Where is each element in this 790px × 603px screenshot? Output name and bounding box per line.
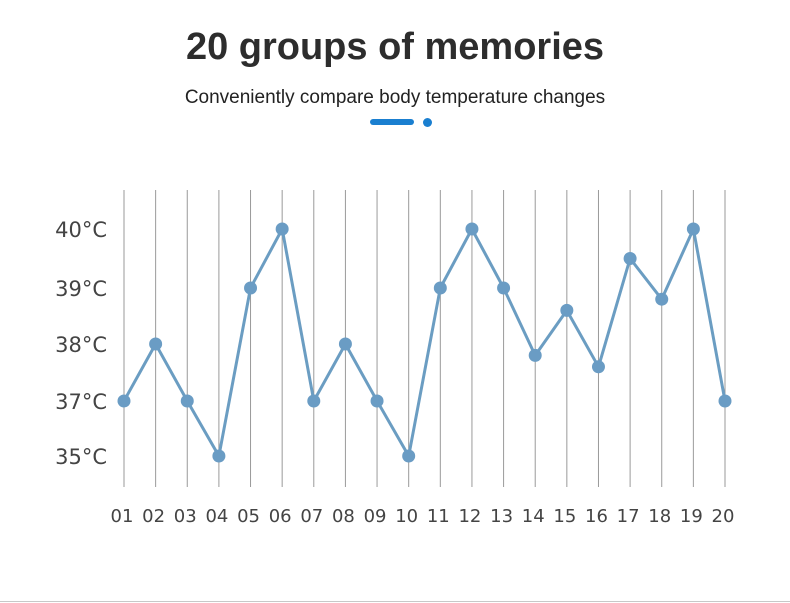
data-point-10 [402, 449, 416, 463]
accent-dot [423, 118, 432, 127]
data-point-17 [623, 252, 637, 265]
x-tick-label: 06 [269, 506, 292, 527]
data-point-19 [686, 222, 700, 236]
y-tick-label: 35°C [55, 445, 107, 469]
accent-dash [370, 119, 414, 125]
data-point-03 [180, 394, 194, 408]
data-point-01 [117, 394, 131, 408]
data-point-12 [465, 222, 479, 236]
vertical-gridlines [123, 190, 726, 487]
x-tick-label: 03 [174, 506, 197, 527]
data-point-04 [212, 449, 226, 463]
data-point-11 [433, 281, 447, 295]
data-point-13 [497, 281, 511, 295]
x-tick-label: 15 [553, 506, 576, 527]
x-tick-label: 02 [142, 506, 165, 527]
chart-title: 20 groups of memories [185, 26, 605, 68]
y-tick-label: 38°C [55, 333, 107, 357]
x-tick-label: 16 [585, 506, 608, 527]
data-point-08 [338, 337, 352, 351]
x-tick-label: 19 [680, 506, 703, 527]
x-tick-labels: 01 02 03 04 05 06 07 08 09 10 11 12 13 14 15 16 17 18 19 20 [111, 506, 735, 527]
x-tick-label: 08 [332, 506, 355, 527]
data-point-20 [718, 394, 732, 408]
series-line [122, 227, 727, 458]
x-tick-label: 12 [458, 506, 481, 527]
x-tick-label: 17 [617, 506, 640, 527]
x-tick-label: 13 [490, 506, 513, 527]
x-tick-label: 11 [427, 506, 450, 527]
x-tick-label: 04 [205, 506, 228, 527]
y-tick-label: 37°C [55, 390, 107, 414]
x-tick-label: 18 [648, 506, 671, 527]
data-point-16 [591, 360, 605, 374]
data-point-05 [244, 281, 258, 295]
bottom-divider [0, 601, 790, 602]
data-point-06 [275, 222, 289, 236]
x-tick-label: 05 [237, 506, 260, 527]
x-tick-label: 20 [712, 506, 735, 527]
data-point-07 [307, 394, 321, 408]
data-point-02 [149, 337, 163, 351]
data-point-14 [528, 348, 542, 362]
data-point-18 [655, 292, 669, 306]
x-tick-label: 01 [111, 506, 134, 527]
y-tick-labels: 35°C 37°C 38°C 39°C 40°C [55, 218, 107, 469]
y-tick-label: 40°C [55, 218, 107, 242]
x-tick-label: 14 [522, 506, 545, 527]
x-tick-label: 07 [300, 506, 323, 527]
y-tick-label: 39°C [55, 277, 107, 301]
chart-subtitle: Conveniently compare body temperature ch… [184, 87, 606, 108]
x-tick-label: 10 [395, 506, 418, 527]
data-point-09 [370, 394, 384, 408]
data-point-15 [560, 303, 574, 317]
x-tick-label: 09 [364, 506, 387, 527]
data-points [117, 222, 732, 463]
